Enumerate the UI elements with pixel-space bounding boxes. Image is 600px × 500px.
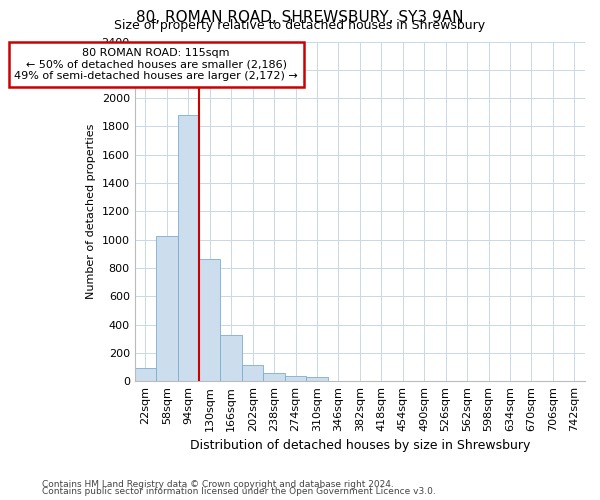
Text: Contains public sector information licensed under the Open Government Licence v3: Contains public sector information licen… <box>42 488 436 496</box>
Bar <box>199 260 220 381</box>
Text: Size of property relative to detached houses in Shrewsbury: Size of property relative to detached ho… <box>115 19 485 32</box>
Text: 80, ROMAN ROAD, SHREWSBURY, SY3 9AN: 80, ROMAN ROAD, SHREWSBURY, SY3 9AN <box>136 10 464 25</box>
Bar <box>263 374 285 381</box>
Bar <box>242 365 263 381</box>
Bar <box>156 236 178 381</box>
Text: 80 ROMAN ROAD: 115sqm
← 50% of detached houses are smaller (2,186)
49% of semi-d: 80 ROMAN ROAD: 115sqm ← 50% of detached … <box>14 48 298 81</box>
X-axis label: Distribution of detached houses by size in Shrewsbury: Distribution of detached houses by size … <box>190 440 530 452</box>
Bar <box>285 376 306 381</box>
Bar <box>220 335 242 381</box>
Y-axis label: Number of detached properties: Number of detached properties <box>86 124 96 299</box>
Text: Contains HM Land Registry data © Crown copyright and database right 2024.: Contains HM Land Registry data © Crown c… <box>42 480 394 489</box>
Bar <box>135 368 156 381</box>
Bar <box>306 377 328 381</box>
Bar <box>178 115 199 381</box>
